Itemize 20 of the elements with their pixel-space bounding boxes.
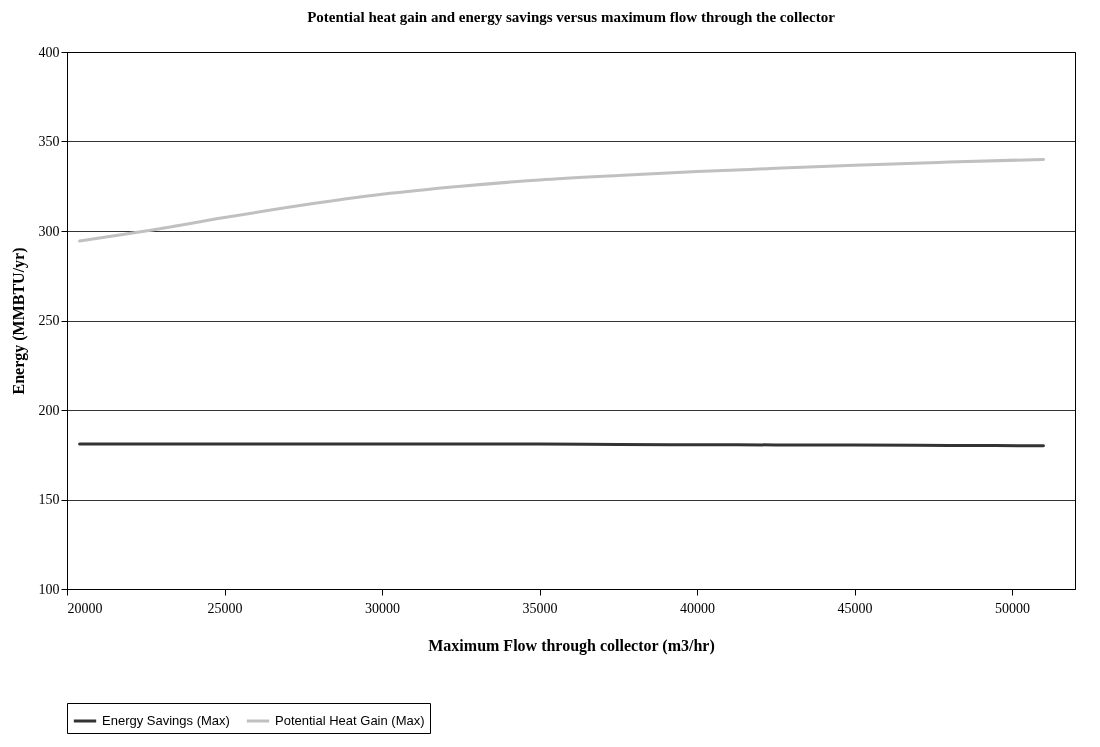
x-tick-label: 30000 (365, 600, 400, 616)
y-tick-label: 300 (38, 223, 60, 239)
x-tick-label: 45000 (837, 600, 873, 616)
x-axis-title: Maximum Flow through collector (m3/hr) (428, 636, 715, 655)
x-tick-label: 25000 (207, 600, 243, 616)
y-tick-label: 200 (38, 402, 60, 418)
y-tick-label: 150 (38, 492, 60, 507)
chart-title: Potential heat gain and energy savings versus maximum flow through the collector (307, 9, 836, 25)
y-axis-title: Energy (MMBTU/yr) (9, 247, 28, 395)
x-tick-label: 50000 (995, 600, 1030, 616)
y-tick-label: 400 (38, 44, 60, 60)
legend-label: Potential Heat Gain (Max) (275, 713, 425, 728)
y-tick-label: 100 (38, 581, 60, 597)
legend-label: Energy Savings (Max) (102, 713, 230, 728)
y-tick-label: 350 (38, 134, 60, 149)
line-series (78, 157, 1045, 243)
x-tick-label: 40000 (680, 600, 715, 616)
y-tick-label: 250 (38, 313, 60, 328)
x-tick-label: 35000 (522, 600, 558, 616)
x-tick-label: 20000 (67, 600, 103, 616)
